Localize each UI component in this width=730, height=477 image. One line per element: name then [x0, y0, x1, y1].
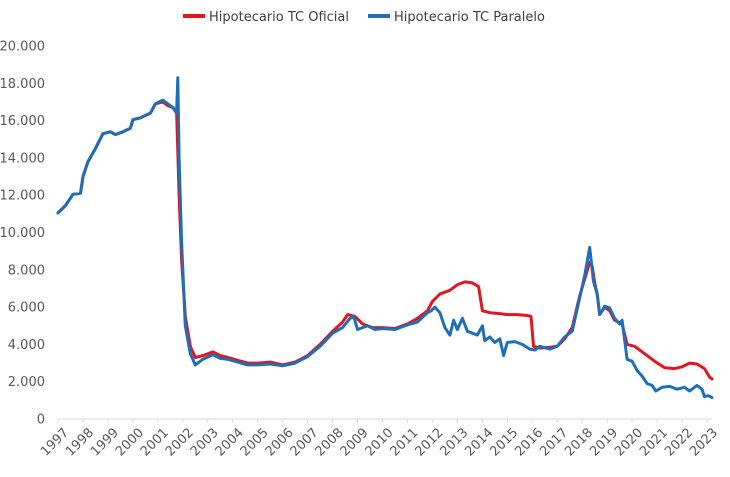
legend: Hipotecario TC Oficial Hipotecario TC Pa… [183, 10, 545, 25]
x-tick-label: 2005 [238, 425, 272, 459]
y-tick-label: 10.000 [0, 226, 45, 241]
y-axis-ticks: 0 2.000 4.000 6.000 8.000 10.000 12.000 14.000 1… [0, 40, 45, 428]
x-tick-label: 1997 [38, 425, 72, 459]
x-tick-label: 2014 [462, 425, 496, 459]
x-tick-label: 2002 [163, 425, 197, 459]
x-tick-label: 2015 [487, 425, 521, 459]
y-tick-label: 6.000 [8, 301, 45, 316]
x-tick-label: 2009 [338, 425, 372, 459]
x-tick-label: 2018 [562, 425, 596, 459]
y-tick-label: 16.000 [0, 114, 45, 129]
x-tick-label: 2008 [313, 425, 347, 459]
y-tick-label: 4.000 [8, 338, 45, 353]
series-line-oficial [56, 100, 714, 381]
x-tick-label: 2000 [113, 425, 147, 459]
legend-label-oficial: Hipotecario TC Oficial [209, 10, 349, 25]
y-tick-label: 0 [37, 413, 45, 428]
x-tick-label: 2012 [412, 425, 446, 459]
x-tick-label: 2011 [388, 425, 422, 459]
y-tick-label: 8.000 [8, 263, 45, 278]
x-tick-label: 2006 [263, 425, 297, 459]
x-tick-label: 2003 [188, 425, 222, 459]
x-tick-label: 2016 [512, 425, 546, 459]
x-tick-label: 2007 [288, 425, 322, 459]
y-tick-label: 2.000 [8, 375, 45, 390]
x-axis-ticks: 1997199819992000200120022003200420052006… [38, 419, 721, 459]
y-tick-label: 18.000 [0, 77, 45, 92]
x-tick-label: 2023 [687, 425, 721, 459]
x-tick-label: 2001 [138, 425, 172, 459]
y-tick-label: 20.000 [0, 40, 45, 55]
y-tick-label: 12.000 [0, 189, 45, 204]
x-tick-label: 2004 [213, 425, 247, 459]
series-lines [56, 76, 714, 400]
x-tick-label: 2022 [662, 425, 696, 459]
x-tick-label: 2017 [537, 425, 571, 459]
x-tick-label: 2020 [612, 425, 646, 459]
x-tick-label: 2021 [637, 425, 671, 459]
x-tick-label: 2019 [587, 425, 621, 459]
y-tick-label: 14.000 [0, 151, 45, 166]
x-tick-label: 2010 [363, 425, 397, 459]
x-tick-label: 2013 [437, 425, 471, 459]
x-tick-label: 1998 [63, 425, 97, 459]
legend-label-paralelo: Hipotecario TC Paralelo [394, 10, 545, 25]
x-tick-label: 1999 [88, 425, 122, 459]
series-line-paralelo [56, 76, 714, 400]
